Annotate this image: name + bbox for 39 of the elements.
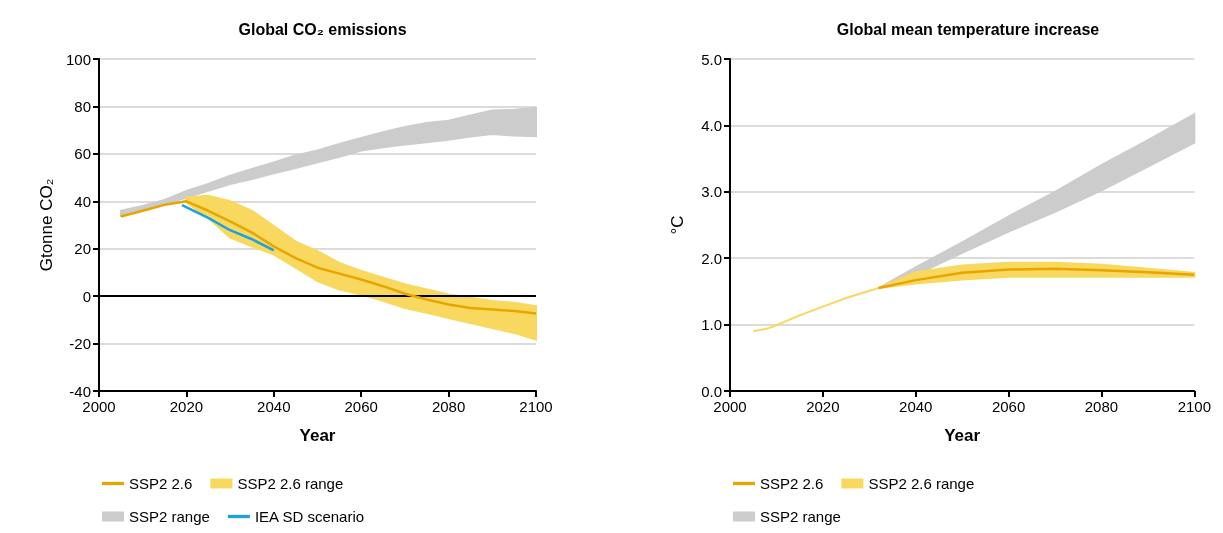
chart-title: Global CO₂ emissions	[238, 20, 407, 38]
y-tick-label: 5.0	[701, 50, 722, 68]
x-tick-label: 2060	[991, 398, 1026, 415]
legend-label: SSP2 2.6	[760, 475, 824, 492]
y-tick-label: 0	[82, 287, 91, 305]
y-tick-label: 1.0	[701, 316, 722, 334]
y-tick-label: 0.0	[701, 382, 722, 400]
y-tick-label: 4.0	[701, 116, 722, 134]
legend-label: SSP2 range	[129, 508, 210, 525]
y-tick-label: -40	[69, 382, 91, 400]
legend-label: SSP2 range	[760, 508, 841, 525]
x-tick-label: 2080	[431, 398, 466, 415]
x-axis-title: Year	[944, 426, 981, 445]
legend-label: SSP2 2.6 range	[868, 475, 975, 492]
x-tick-label: 2080	[1084, 398, 1119, 415]
chart-title: Global mean temperature increase	[836, 20, 1100, 38]
y-axis-title: Gtonne CO₂	[37, 178, 56, 272]
y-tick-label: 20	[74, 240, 91, 258]
y-tick-label: 100	[65, 50, 91, 68]
y-tick-label: 2.0	[701, 249, 722, 267]
y-tick-label: 40	[74, 192, 91, 210]
x-tick-label: 2040	[257, 398, 291, 415]
x-tick-label: 2040	[899, 398, 933, 415]
y-tick-label: 3.0	[701, 183, 722, 201]
y-tick-label: 60	[74, 145, 91, 163]
y-tick-label: 80	[74, 97, 91, 115]
x-tick-label: 2000	[82, 398, 116, 415]
x-tick-label: 2020	[806, 398, 840, 415]
y-axis-title: °C	[668, 215, 687, 235]
y-tick-label: -20	[69, 335, 91, 353]
x-tick-label: 2000	[713, 398, 747, 415]
x-tick-label: 2020	[169, 398, 204, 415]
legend-label: SSP2 2.6	[129, 475, 193, 492]
legend-label: SSP2 2.6 range	[237, 475, 344, 492]
x-tick-label: 2060	[344, 398, 378, 415]
legend-label: IEA SD scenario	[254, 508, 365, 525]
x-tick-label: 2100	[1177, 398, 1211, 415]
x-axis-title: Year	[299, 426, 336, 445]
x-tick-label: 2100	[519, 398, 553, 415]
